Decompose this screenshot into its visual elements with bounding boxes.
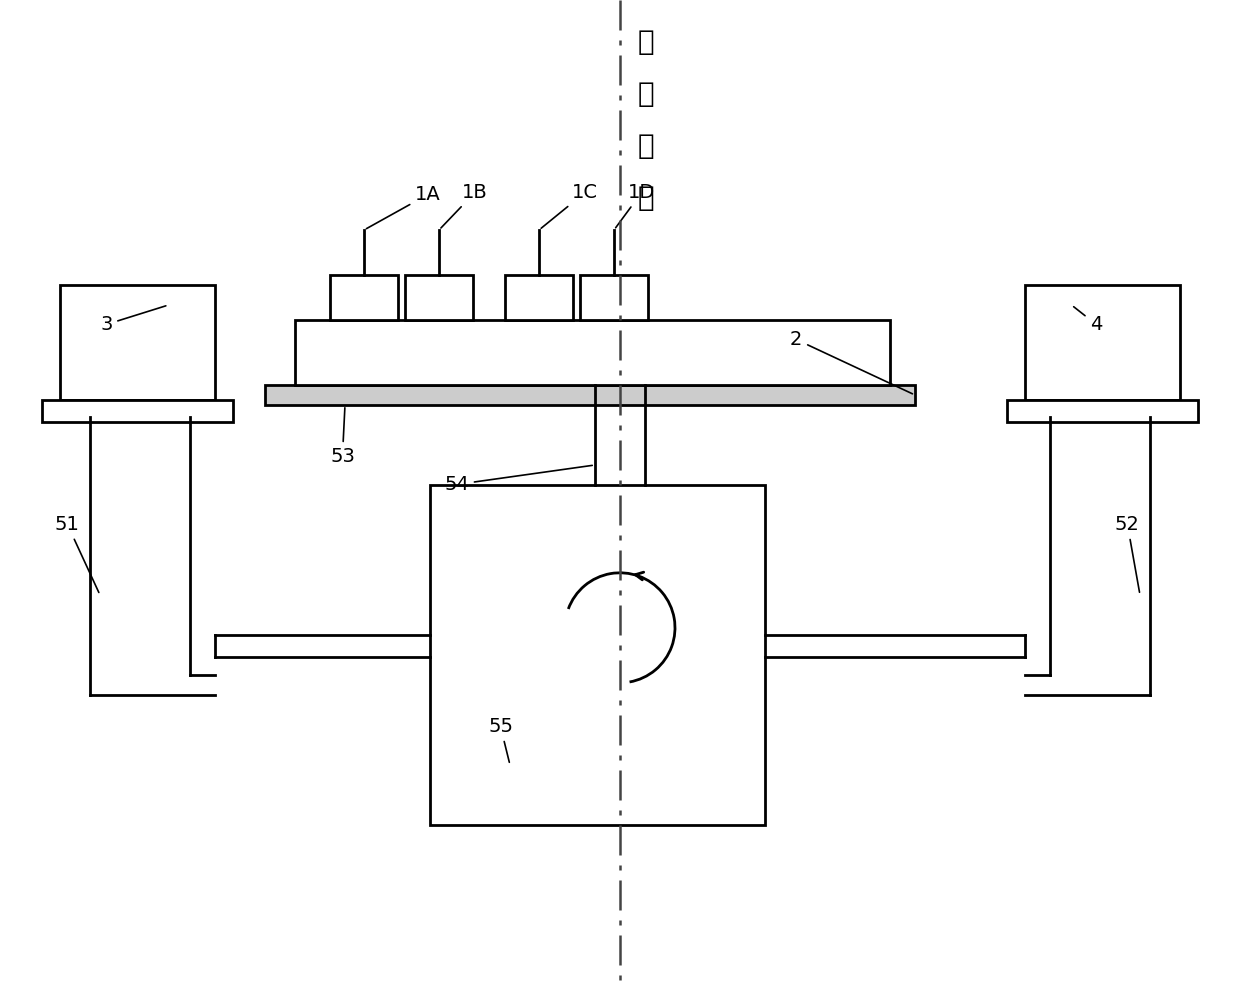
- Text: 55: 55: [489, 717, 513, 762]
- Text: 1B: 1B: [441, 183, 487, 228]
- Bar: [1025, 285, 1180, 400]
- Text: 纵: 纵: [639, 28, 655, 56]
- Text: 3: 3: [100, 306, 166, 334]
- Bar: [330, 275, 398, 320]
- Text: 51: 51: [55, 515, 99, 592]
- Bar: [60, 285, 215, 400]
- Text: 2: 2: [790, 330, 913, 394]
- Bar: [1007, 400, 1198, 422]
- Text: 52: 52: [1115, 515, 1140, 592]
- Bar: [405, 275, 472, 320]
- Text: 线: 线: [639, 184, 655, 212]
- Bar: [295, 320, 890, 385]
- Bar: [580, 275, 649, 320]
- Text: 4: 4: [1074, 307, 1102, 334]
- Bar: [42, 400, 233, 422]
- Text: 53: 53: [330, 408, 355, 466]
- Text: 1D: 1D: [615, 183, 655, 228]
- Text: 1C: 1C: [541, 183, 598, 229]
- Text: 54: 54: [444, 465, 593, 494]
- Bar: [265, 385, 915, 405]
- Bar: [430, 485, 765, 825]
- Text: 轴: 轴: [639, 132, 655, 160]
- Text: 1A: 1A: [367, 185, 440, 229]
- Bar: [505, 275, 573, 320]
- Text: 向: 向: [639, 80, 655, 108]
